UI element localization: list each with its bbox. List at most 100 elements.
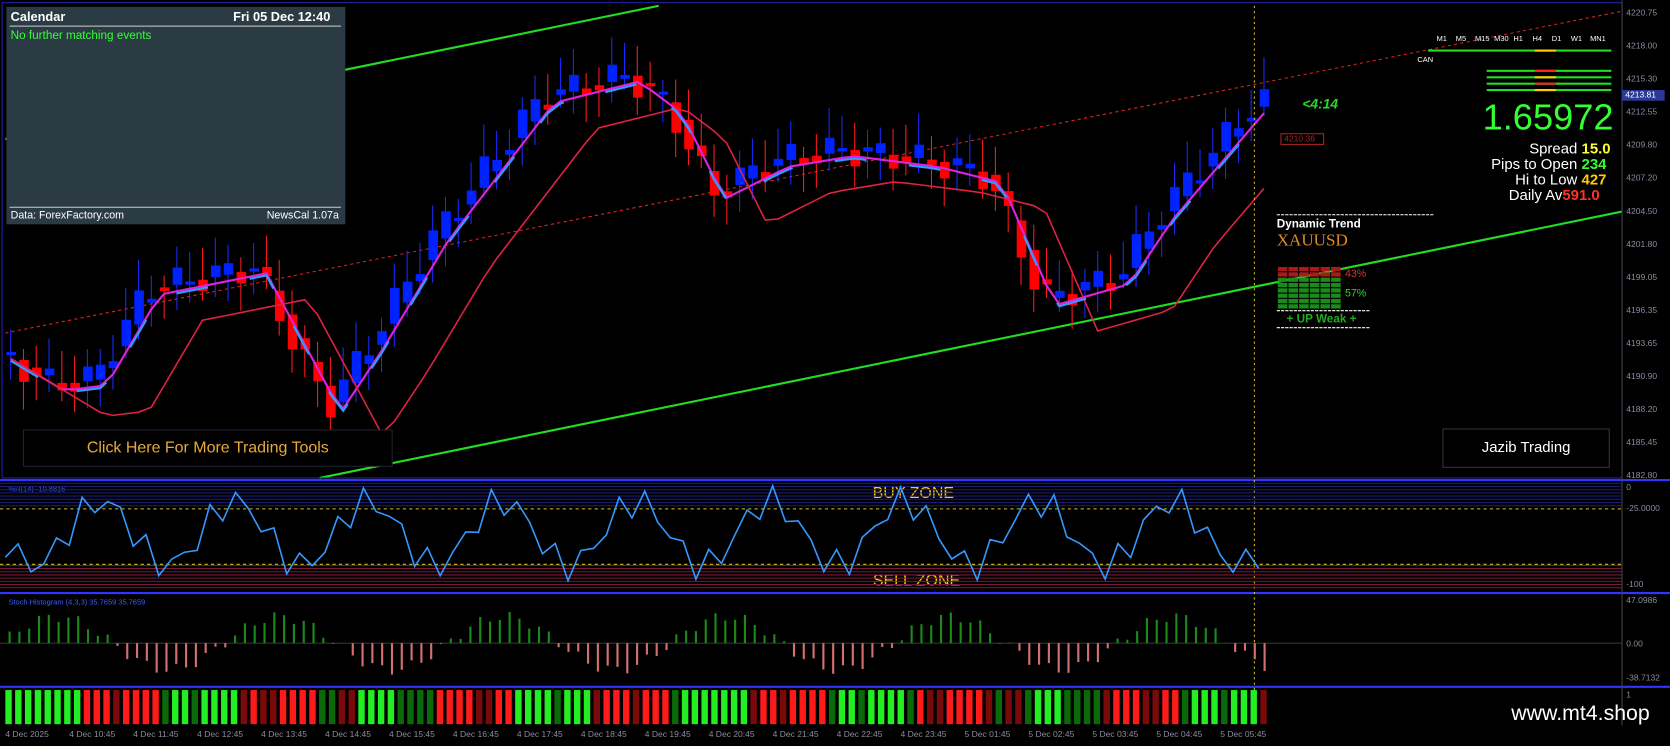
stoch-bar: [547, 631, 550, 644]
signal-bar: [377, 690, 385, 725]
signal-bar: [201, 690, 208, 725]
meter-cell: [1299, 288, 1309, 293]
meter-cell: [1277, 298, 1288, 304]
time-label: 4 Dec 12:45: [197, 729, 243, 739]
stoch-bar: [890, 643, 894, 648]
time-label: 4 Dec 23:45: [901, 729, 947, 739]
candle: [824, 137, 835, 154]
stoch-bar: [832, 643, 835, 674]
signal-bar: [740, 690, 748, 725]
time-label: 4 Dec 2025: [5, 729, 49, 739]
signal-bar: [221, 690, 228, 725]
stoch-bar: [900, 640, 903, 644]
signal-bar: [1152, 690, 1159, 725]
candle: [185, 281, 196, 285]
signal-bar: [456, 690, 463, 725]
signal-bar: [1162, 690, 1169, 725]
signal-bar: [505, 690, 512, 725]
trend-status: + UP Weak +: [1287, 312, 1357, 325]
candle: [377, 331, 387, 345]
candle: [760, 172, 771, 181]
stoch-bar: [577, 643, 580, 652]
signal-bar: [534, 690, 542, 725]
info-value: 15.0: [1582, 141, 1611, 158]
stoch-bar: [302, 620, 305, 644]
price-label: 4182.80: [1626, 470, 1657, 480]
candle: [390, 287, 400, 324]
stoch-bar: [636, 643, 639, 665]
button-label[interactable]: Jazib Trading: [1482, 439, 1571, 456]
stoch-axis-label: -38.7132: [1626, 673, 1660, 683]
timeframe: H1: [1513, 34, 1523, 43]
signal-bar: [1172, 690, 1179, 725]
time-label: 4 Dec 20:45: [709, 729, 755, 739]
candle: [952, 158, 963, 166]
info-label: Daily Av: [1509, 187, 1563, 204]
price-label: 4215.30: [1626, 74, 1657, 84]
price-label: 4199.05: [1626, 272, 1657, 282]
signal-bar: [750, 690, 757, 725]
meter-cell: [1299, 293, 1309, 298]
candle: [1029, 249, 1040, 290]
info-label: Pips to Open: [1491, 156, 1577, 173]
candle: [441, 211, 451, 239]
candle: [773, 158, 784, 166]
signal-bar: [1240, 690, 1248, 725]
brand-button[interactable]: Jazib Trading: [1442, 428, 1610, 468]
stoch-bar: [606, 643, 609, 666]
signal-bar: [868, 690, 875, 725]
candle: [837, 148, 848, 152]
signal-bar: [172, 690, 179, 725]
candle: [709, 171, 720, 196]
candle: [172, 267, 183, 285]
info-label: Spread: [1529, 141, 1577, 158]
candle: [658, 91, 669, 95]
signal-bar: [662, 690, 669, 725]
timeframe: M1: [1437, 34, 1447, 43]
signal-bar: [83, 690, 91, 725]
candle: [607, 64, 618, 83]
candle: [415, 274, 426, 282]
button[interactable]: [1442, 428, 1610, 468]
candle: [530, 99, 541, 122]
candle: [31, 367, 42, 376]
stoch-bar: [1214, 628, 1217, 644]
signal-bar: [446, 690, 453, 725]
button-label[interactable]: Click Here For More Trading Tools: [87, 439, 329, 456]
stoch-bar: [185, 643, 188, 668]
time-label: 4 Dec 16:45: [453, 729, 499, 739]
panel: [6, 6, 346, 225]
signal-bar: [162, 690, 169, 725]
stoch-bar: [1175, 613, 1178, 644]
info-label: Hi to Low: [1515, 172, 1577, 189]
signal-bar: [1005, 690, 1012, 725]
candle: [556, 89, 566, 95]
tools-button[interactable]: Click Here For More Trading Tools: [22, 429, 393, 467]
candle: [671, 102, 682, 133]
stoch-bar: [1155, 619, 1158, 644]
signal-bar: [319, 690, 326, 725]
signal-bar: [122, 690, 130, 725]
meter-cell: [1320, 282, 1331, 288]
meter-cell: [1331, 288, 1341, 293]
candle: [287, 314, 298, 350]
timeframe: M30: [1494, 34, 1509, 43]
signal-bar: [711, 690, 718, 725]
candle: [581, 88, 592, 95]
signal-bar: [642, 690, 650, 725]
time-label: 5 Dec 05:45: [1220, 729, 1266, 739]
signal-bar: [770, 690, 777, 725]
signal-bar: [515, 690, 522, 725]
stoch-bar: [724, 620, 727, 644]
stoch-bar: [439, 643, 443, 644]
signal-bar: [279, 690, 287, 725]
stoch-bar: [675, 634, 678, 644]
signal-bar: [240, 690, 248, 725]
stoch-axis-label: 0.00: [1626, 638, 1643, 648]
stoch-bar: [694, 631, 697, 644]
stoch-bar: [528, 628, 531, 644]
button[interactable]: [22, 429, 393, 467]
signal-bar: [524, 690, 532, 725]
signal-bar: [858, 690, 865, 725]
signal-bar: [211, 690, 218, 725]
